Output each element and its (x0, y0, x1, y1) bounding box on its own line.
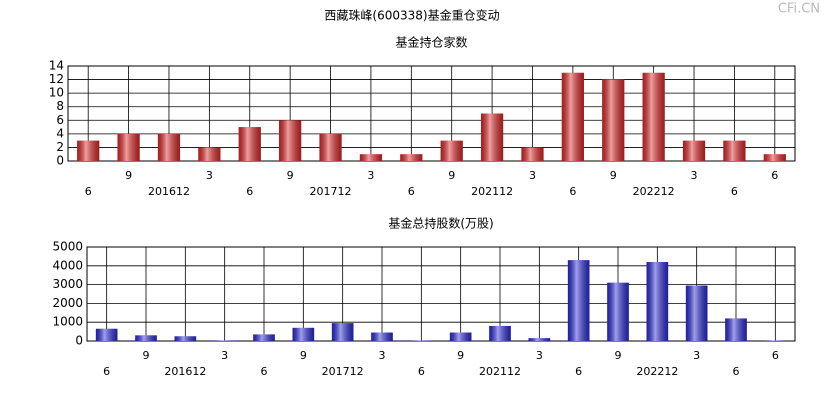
x-tick-label: 9 (448, 169, 455, 182)
bar-shine (480, 113, 504, 161)
x-tick-label: 6 (85, 185, 92, 198)
bar-shine (561, 72, 584, 161)
bar-shine (449, 332, 472, 341)
bar-shine (331, 323, 354, 341)
x-tick-label: 3 (691, 169, 698, 182)
bar-shine (198, 147, 221, 161)
x-tick-label: 6 (246, 185, 253, 198)
y-tick-label: 5000 (52, 240, 83, 254)
chart-title: 基金持仓家数 (395, 35, 467, 50)
bar-shine (292, 327, 315, 341)
y-tick-label: 12 (49, 72, 64, 86)
x-tick-label: 9 (300, 349, 307, 362)
bar-shine (359, 154, 383, 161)
bar-shine (77, 140, 100, 161)
x-tick-label: 6 (103, 365, 110, 378)
x-tick-label: 201612 (164, 365, 206, 378)
bar-shine (521, 147, 544, 161)
bar-shine (567, 260, 590, 341)
x-tick-label: 3 (206, 169, 213, 182)
bar-shine (174, 336, 197, 341)
watermark: CFi.CN (778, 2, 820, 17)
y-tick-label: 1000 (52, 315, 83, 329)
y-tick-label: 10 (49, 86, 64, 100)
bar-shine (95, 328, 118, 341)
bar-shine (371, 332, 393, 341)
bar-shine (440, 140, 463, 161)
y-tick-label: 4 (56, 126, 64, 140)
bar-shine (410, 340, 433, 341)
bar-shine (319, 133, 342, 161)
x-tick-label: 6 (731, 185, 738, 198)
y-tick-label: 0 (75, 334, 83, 348)
x-tick-label: 6 (772, 349, 779, 362)
bar-shine (157, 133, 181, 161)
y-tick-label: 2000 (52, 296, 83, 310)
x-tick-label: 6 (733, 365, 740, 378)
bar-shine (764, 340, 787, 341)
y-tick-label: 0 (56, 154, 64, 168)
x-tick-label: 3 (536, 349, 543, 362)
x-tick-label: 6 (418, 365, 425, 378)
bar-shine (646, 262, 669, 341)
x-tick-label: 9 (457, 349, 464, 362)
plot-area (67, 65, 796, 162)
x-tick-label: 201712 (310, 185, 352, 198)
x-tick-label: 6 (771, 169, 778, 182)
bar-shine (213, 340, 236, 341)
x-tick-label: 3 (693, 349, 700, 362)
bar-shine (238, 127, 261, 161)
x-tick-label: 9 (287, 169, 294, 182)
y-tick-label: 4000 (52, 258, 83, 272)
y-tick-label: 3000 (52, 277, 83, 291)
bar-shine (763, 154, 786, 161)
x-tick-label: 6 (261, 365, 268, 378)
bar-shine (725, 318, 747, 341)
x-tick-label: 202212 (633, 185, 675, 198)
x-tick-label: 9 (125, 169, 132, 182)
x-tick-label: 9 (143, 349, 150, 362)
x-tick-label: 3 (529, 169, 536, 182)
bar-shine (135, 335, 157, 341)
y-tick-label: 6 (56, 113, 64, 127)
bar-shine (682, 140, 706, 161)
page-title: 西藏珠峰(600338)基金重仓变动 (324, 8, 499, 23)
bar-shine (607, 282, 629, 341)
x-tick-label: 202112 (471, 185, 513, 198)
bar-shine (685, 285, 708, 341)
x-tick-label: 3 (379, 349, 386, 362)
x-tick-label: 9 (610, 169, 617, 182)
y-tick-label: 2 (56, 140, 64, 154)
bar-shine (642, 72, 665, 161)
x-tick-label: 6 (575, 365, 582, 378)
x-tick-label: 3 (221, 349, 228, 362)
x-tick-label: 201712 (322, 365, 364, 378)
bar-shine (279, 120, 302, 161)
bar-shine (400, 154, 423, 161)
x-tick-label: 202212 (636, 365, 678, 378)
x-tick-label: 201612 (148, 185, 190, 198)
chart-title: 基金总持股数(万股) (388, 216, 493, 231)
bar-shine (602, 79, 625, 161)
bar-shine (489, 325, 511, 341)
y-tick-label: 14 (49, 59, 64, 73)
bar-shine (528, 338, 551, 341)
x-tick-label: 3 (367, 169, 374, 182)
y-tick-label: 8 (56, 99, 64, 113)
x-tick-label: 202112 (479, 365, 521, 378)
bar-shine (253, 334, 275, 341)
x-tick-label: 6 (569, 185, 576, 198)
x-tick-label: 9 (615, 349, 622, 362)
x-tick-label: 6 (408, 185, 415, 198)
bar-shine (117, 133, 140, 161)
bar-shine (723, 140, 746, 161)
